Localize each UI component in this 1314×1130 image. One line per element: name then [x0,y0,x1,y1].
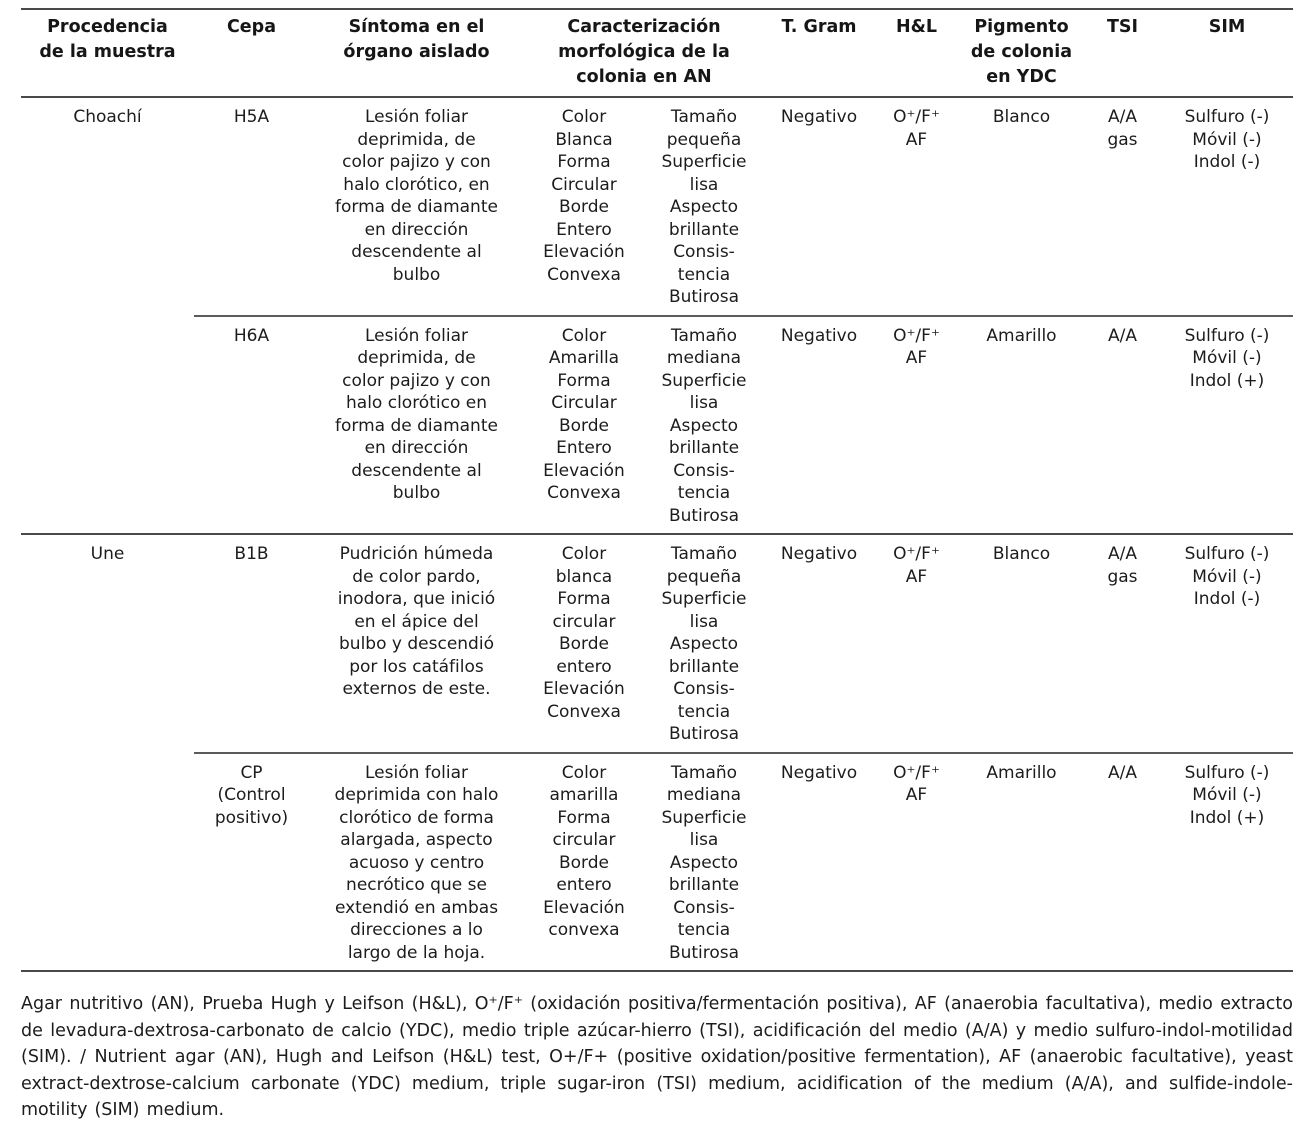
cell-morfologia-tamano: Tamaño mediana Superficie lisa Aspecto b… [644,751,764,971]
cell-tsi: A/A gas [1084,533,1161,753]
cell-tsi: A/A [1084,314,1161,534]
cell-pigmento: Blanco [992,107,1051,127]
cell-t-gram: Negativo [780,107,858,127]
cell-cepa: H5A [233,107,270,127]
cell-tsi: A/A [1084,751,1161,971]
cell-sim: Sulfuro (-) Móvil (-) Indol (-) [1184,107,1270,172]
cell-pigmento: Amarillo [959,314,1084,534]
col-header-hl: H&L [874,9,959,98]
cell-pigmento: Amarillo [959,751,1084,971]
cell-t-gram: Negativo [764,751,874,971]
col-header-cepa: Cepa [194,9,309,98]
cell-morfologia-color: Color amarilla Forma circular Borde ente… [524,751,644,971]
table-row-h6a: H6A Lesión foliar deprimida, de color pa… [21,314,1293,534]
cell-hl: O⁺/F⁺ AF [874,751,959,971]
cell-sim: Sulfuro (-) Móvil (-) Indol (-) [1161,533,1293,753]
col-header-t-gram: T. Gram [764,9,874,98]
table-row-b1b: Une B1B Pudrición húmeda de color pardo,… [21,533,1293,971]
cell-sintoma: Lesión foliar deprimida, de color pajizo… [309,314,524,534]
col-header-tsi: TSI [1084,9,1161,98]
table-footnote: Agar nutritivo (AN), Prueba Hugh y Leifs… [21,994,1293,1120]
cell-procedencia-choachi: Choachí [73,107,142,127]
table-body: Choachí H5A Lesión foliar deprimida, de … [21,97,1293,971]
col-header-procedencia: Procedencia de la muestra [21,9,194,98]
cell-sintoma: Pudrición húmeda de color pardo, inodora… [309,533,524,753]
cell-cepa: CP (Control positivo) [194,751,309,971]
cell-tsi: A/A gas [1107,107,1138,150]
cell-t-gram: Negativo [764,533,874,753]
table-row-cp: CP (Control positivo) Lesión foliar depr… [21,751,1293,971]
col-header-sintoma: Síntoma en el órgano aislado [309,9,524,98]
strain-characterization-table: Procedencia de la muestra Cepa Síntoma e… [21,8,1293,972]
cell-hl: O⁺/F⁺ AF [893,107,940,150]
cell-procedencia-une: Une [21,533,194,971]
cell-morfologia-tamano: Tamaño mediana Superficie lisa Aspecto b… [644,314,764,534]
cell-morfologia-tamano: Tamaño pequeña Superficie lisa Aspecto b… [644,533,764,753]
col-header-sim: SIM [1161,9,1293,98]
cell-sintoma: Lesión foliar deprimida, de color pajizo… [335,107,498,285]
cell-sintoma: Lesión foliar deprimida con halo cloróti… [309,751,524,971]
col-header-caracterizacion: Caracterización morfológica de la coloni… [524,9,764,98]
cell-morfologia-color: Color Amarilla Forma Circular Borde Ente… [524,314,644,534]
cell-cepa: B1B [194,533,309,753]
table-row-h5a: Choachí H5A Lesión foliar deprimida, de … [21,97,1293,316]
cell-hl: O⁺/F⁺ AF [874,314,959,534]
col-header-pigmento: Pigmento de colonia en YDC [959,9,1084,98]
cell-morfologia-color: Color blanca Forma circular Borde entero… [524,533,644,753]
table-header: Procedencia de la muestra Cepa Síntoma e… [21,9,1293,98]
header-row: Procedencia de la muestra Cepa Síntoma e… [21,9,1293,98]
cell-morfologia-tamano: Tamaño pequeña Superficie lisa Aspecto b… [661,107,747,307]
cell-sim: Sulfuro (-) Móvil (-) Indol (+) [1161,751,1293,971]
cell-cepa: H6A [194,314,309,534]
cell-morfologia-color: Color Blanca Forma Circular Borde Entero… [543,107,625,285]
cell-hl: O⁺/F⁺ AF [874,533,959,753]
cell-t-gram: Negativo [764,314,874,534]
cell-pigmento: Blanco [959,533,1084,753]
cell-sim: Sulfuro (-) Móvil (-) Indol (+) [1161,314,1293,534]
